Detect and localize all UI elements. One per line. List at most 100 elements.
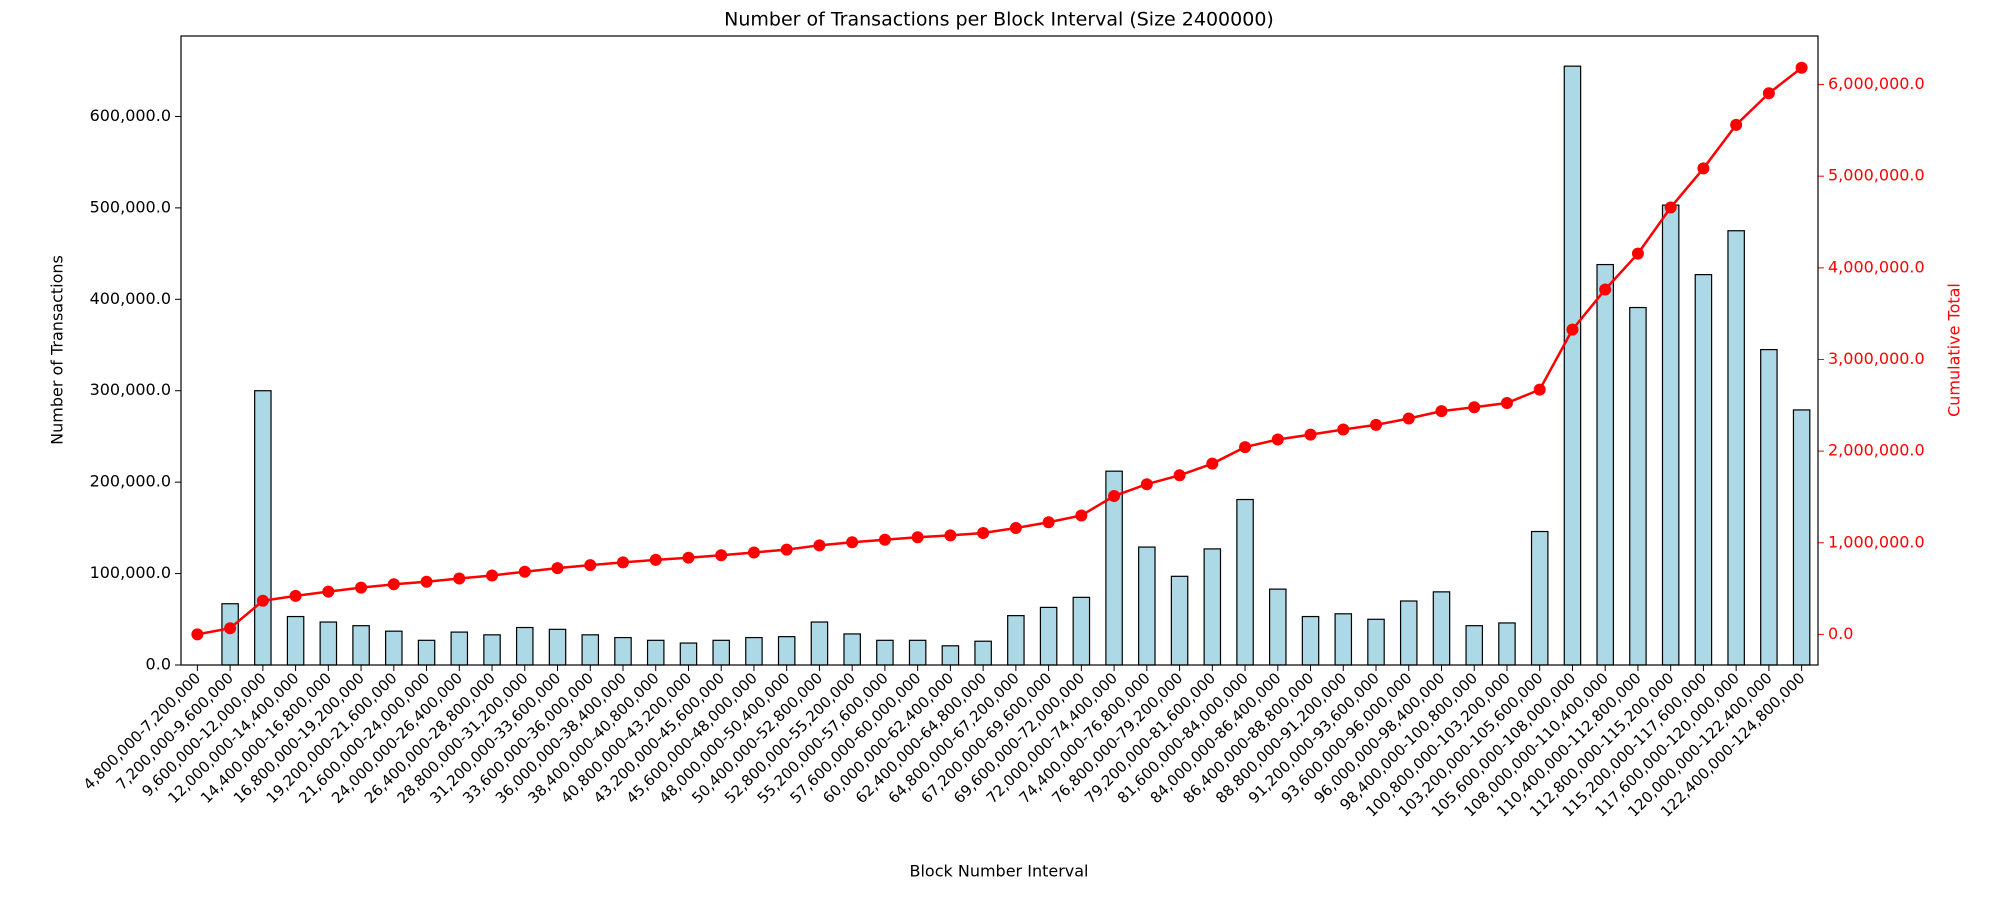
bar [1269, 588, 1287, 666]
bar [581, 634, 600, 666]
point [780, 543, 793, 556]
bar [876, 639, 894, 666]
bar [483, 634, 501, 666]
bar [1661, 204, 1680, 666]
bar [1334, 613, 1353, 666]
point [1271, 433, 1284, 446]
y2-tick-label: 0.0 [1828, 624, 1853, 643]
bar [1465, 625, 1484, 666]
bar [712, 639, 730, 666]
point [453, 572, 466, 585]
y2-tick-label: 5,000,000.0 [1828, 166, 1925, 185]
bar [1170, 575, 1189, 666]
bar [286, 615, 305, 666]
bar [1530, 530, 1549, 666]
bar [450, 631, 469, 666]
y-tick-label: 200,000.0 [90, 472, 171, 491]
bar [1203, 548, 1222, 666]
point [486, 569, 499, 582]
bar [385, 630, 403, 666]
bar [1629, 306, 1647, 666]
bar [352, 625, 370, 666]
bar [1039, 606, 1058, 666]
bar [548, 628, 567, 666]
point [551, 562, 564, 575]
line [197, 66, 1803, 636]
bar [1596, 263, 1614, 666]
point [911, 531, 924, 544]
point [420, 575, 433, 588]
y-tick-label: 400,000.0 [90, 289, 171, 308]
y-tick-label: 100,000.0 [90, 563, 171, 582]
y2-tick-label: 6,000,000.0 [1828, 74, 1925, 93]
point [1762, 87, 1775, 100]
bar [941, 645, 960, 666]
point [1304, 428, 1317, 441]
point [1108, 490, 1121, 503]
point [224, 622, 237, 635]
y2-tick-label: 4,000,000.0 [1828, 257, 1925, 276]
bar [1694, 274, 1713, 666]
point [1239, 441, 1252, 454]
point [1042, 516, 1055, 529]
bar [810, 621, 829, 666]
point [1500, 397, 1513, 410]
point [846, 536, 859, 549]
bar [1760, 348, 1778, 666]
point [1435, 405, 1448, 418]
bar [1301, 615, 1320, 666]
point [977, 526, 990, 539]
point [1730, 118, 1743, 131]
bar [1007, 615, 1025, 666]
bar [1792, 409, 1811, 666]
point [1140, 478, 1153, 491]
point [813, 539, 826, 552]
y2-tick-label: 2,000,000.0 [1828, 441, 1925, 460]
y2-tick-label: 3,000,000.0 [1828, 349, 1925, 368]
bar [1236, 498, 1254, 666]
x-axis-label: Block Number Interval [910, 862, 1089, 881]
bar [679, 642, 698, 666]
point [747, 546, 760, 559]
point [682, 551, 695, 564]
point [387, 578, 400, 591]
point [355, 581, 368, 594]
y-axis-label: Number of Transactions [48, 255, 67, 445]
bar [221, 603, 239, 666]
bar [646, 639, 665, 666]
bar [614, 636, 632, 666]
point [191, 628, 204, 641]
y-tick-label: 0.0 [146, 655, 171, 674]
chart-title: Number of Transactions per Block Interva… [724, 9, 1274, 31]
bar [319, 621, 338, 666]
point [1468, 401, 1481, 414]
y-tick-label: 600,000.0 [90, 106, 171, 125]
bar [1399, 600, 1418, 666]
bar [745, 636, 763, 666]
point [649, 553, 662, 566]
point [1075, 509, 1088, 522]
plot-frame [180, 35, 1819, 666]
point [1206, 457, 1219, 470]
y-tick-label: 300,000.0 [90, 380, 171, 399]
y2-axis-label: Cumulative Total [1945, 283, 1964, 417]
bar [908, 639, 927, 666]
point [256, 594, 269, 607]
point [1370, 418, 1383, 431]
point [1795, 61, 1808, 74]
point [1631, 247, 1644, 260]
point [1173, 469, 1186, 482]
bar [843, 633, 861, 666]
point [1599, 283, 1612, 296]
point [584, 559, 597, 572]
bar [1563, 65, 1582, 666]
point [1664, 201, 1677, 214]
point [1402, 412, 1415, 425]
point [322, 585, 335, 598]
bar [1727, 230, 1745, 666]
y-tick-label: 500,000.0 [90, 197, 171, 216]
point [518, 565, 531, 578]
bar [1138, 546, 1156, 666]
